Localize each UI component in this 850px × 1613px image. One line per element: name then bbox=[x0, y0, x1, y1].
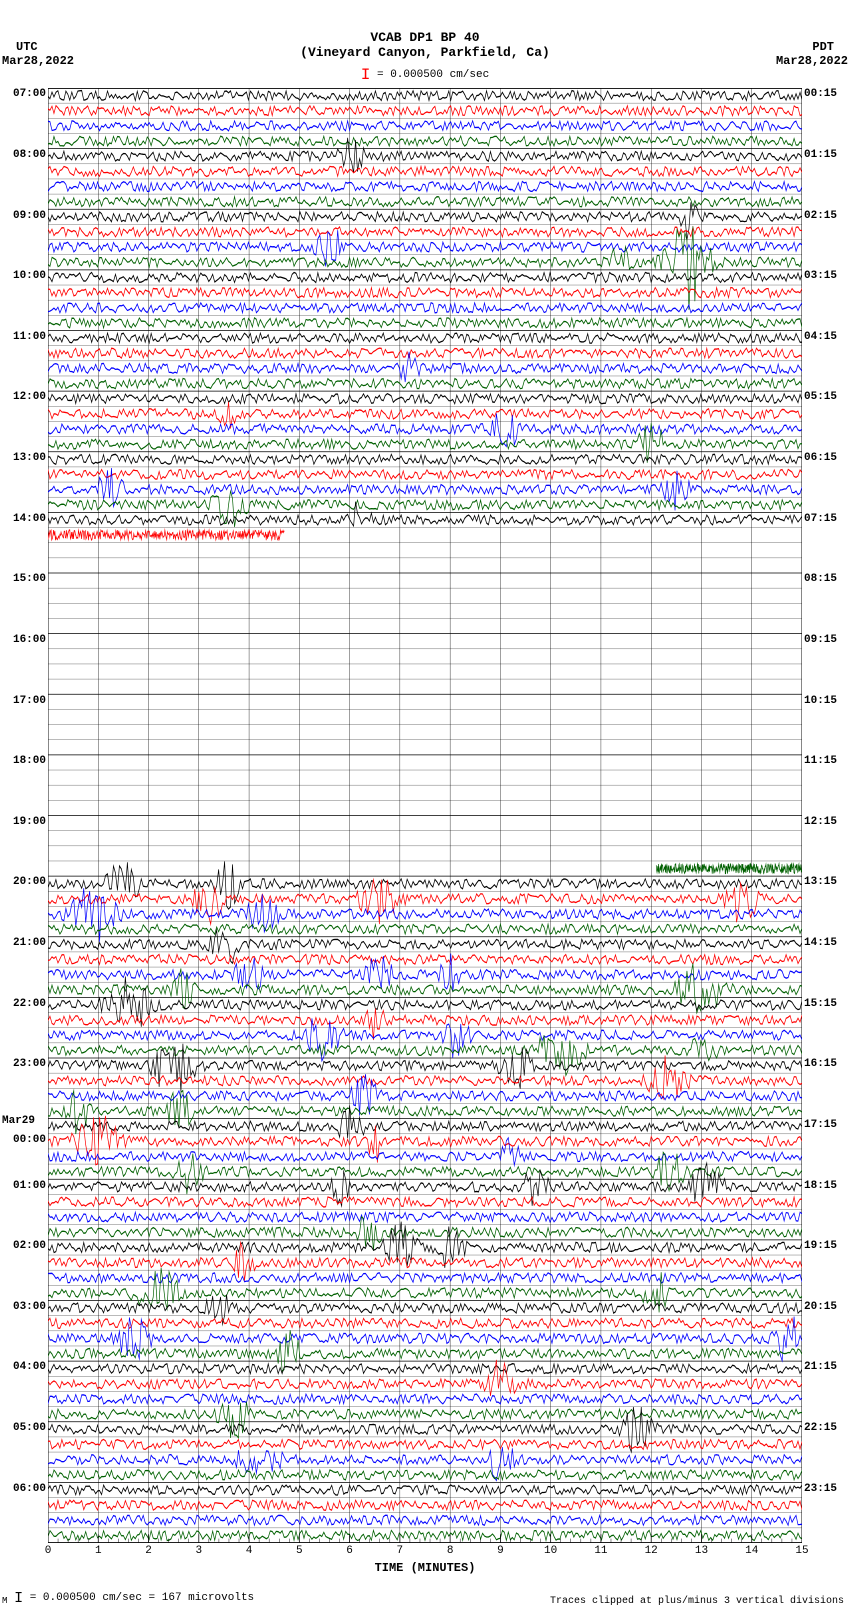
x-tick: 13 bbox=[695, 1545, 708, 1557]
time-label: 19:00 bbox=[0, 816, 46, 828]
x-tick: 14 bbox=[745, 1545, 758, 1557]
time-label: 16:00 bbox=[0, 634, 46, 646]
time-label: 17:15 bbox=[804, 1119, 850, 1131]
time-label: 12:15 bbox=[804, 816, 850, 828]
time-label: 22:00 bbox=[0, 998, 46, 1010]
time-label: 21:15 bbox=[804, 1361, 850, 1373]
time-label: 16:15 bbox=[804, 1058, 850, 1070]
time-label: 02:15 bbox=[804, 210, 850, 222]
time-label: 07:15 bbox=[804, 513, 850, 525]
scale-text: = 0.000500 cm/sec bbox=[370, 69, 489, 81]
time-label: 13:00 bbox=[0, 452, 46, 464]
time-label: 00:15 bbox=[804, 88, 850, 100]
time-label: 14:15 bbox=[804, 937, 850, 949]
x-axis-label: TIME (MINUTES) bbox=[48, 1561, 802, 1575]
time-label: 08:00 bbox=[0, 149, 46, 161]
left-time-labels: 07:00 08:00 09:00 10:00 11:00 12:00 13:00 14:00… bbox=[0, 88, 48, 1543]
seismogram-svg bbox=[48, 88, 802, 1543]
mid-date-label: Mar29 bbox=[2, 1115, 35, 1127]
time-label: 05:15 bbox=[804, 391, 850, 403]
time-label: 04:00 bbox=[0, 1361, 46, 1373]
header: VCAB DP1 BP 40 (Vineyard Canyon, Parkfie… bbox=[0, 0, 850, 85]
time-label: 01:00 bbox=[0, 1180, 46, 1192]
time-label: 20:00 bbox=[0, 876, 46, 888]
time-label: 04:15 bbox=[804, 331, 850, 343]
time-label: 08:15 bbox=[804, 573, 850, 585]
scale-indicator: I = 0.000500 cm/sec bbox=[0, 66, 850, 84]
time-label: 21:00 bbox=[0, 937, 46, 949]
time-label: 20:15 bbox=[804, 1301, 850, 1313]
scale-bar-icon: I bbox=[361, 66, 371, 84]
x-tick: 12 bbox=[645, 1545, 658, 1557]
x-tick: 3 bbox=[195, 1545, 202, 1557]
time-label: 06:15 bbox=[804, 452, 850, 464]
time-label: 18:00 bbox=[0, 755, 46, 767]
time-label: 09:15 bbox=[804, 634, 850, 646]
date-left: Mar28,2022 bbox=[2, 54, 74, 68]
footer-right: Traces clipped at plus/minus 3 vertical … bbox=[550, 1596, 844, 1607]
time-label: 11:15 bbox=[804, 755, 850, 767]
time-label: 06:00 bbox=[0, 1483, 46, 1495]
x-tick: 0 bbox=[45, 1545, 52, 1557]
x-tick: 8 bbox=[447, 1545, 454, 1557]
x-tick: 2 bbox=[145, 1545, 152, 1557]
tz-right: PDT bbox=[812, 40, 834, 54]
x-tick: 5 bbox=[296, 1545, 303, 1557]
time-label: 13:15 bbox=[804, 876, 850, 888]
right-time-labels: 00:15 01:15 02:15 03:15 04:15 05:15 06:15 07:15… bbox=[802, 88, 850, 1543]
time-label: 03:00 bbox=[0, 1301, 46, 1313]
x-tick: 6 bbox=[346, 1545, 353, 1557]
time-label: 03:15 bbox=[804, 270, 850, 282]
time-label: 07:00 bbox=[0, 88, 46, 100]
time-label: 01:15 bbox=[804, 149, 850, 161]
time-label: 02:00 bbox=[0, 1240, 46, 1252]
time-label: 10:00 bbox=[0, 270, 46, 282]
title-sub: (Vineyard Canyon, Parkfield, Ca) bbox=[0, 45, 850, 60]
footer-scale-icon: I bbox=[14, 1590, 23, 1607]
x-tick: 15 bbox=[795, 1545, 808, 1557]
footer-left: M I = 0.000500 cm/sec = 167 microvolts bbox=[2, 1590, 254, 1607]
tz-left: UTC bbox=[16, 40, 38, 54]
time-label: 18:15 bbox=[804, 1180, 850, 1192]
x-tick: 7 bbox=[397, 1545, 404, 1557]
time-label: 23:00 bbox=[0, 1058, 46, 1070]
time-label: 09:00 bbox=[0, 210, 46, 222]
time-label: 23:15 bbox=[804, 1483, 850, 1495]
time-label: 15:00 bbox=[0, 573, 46, 585]
time-label: 12:00 bbox=[0, 391, 46, 403]
date-right: Mar28,2022 bbox=[776, 54, 848, 68]
time-label: 17:00 bbox=[0, 695, 46, 707]
x-tick: 9 bbox=[497, 1545, 504, 1557]
time-label: 10:15 bbox=[804, 695, 850, 707]
time-label: 00:00 bbox=[0, 1134, 46, 1146]
x-tick: 11 bbox=[594, 1545, 607, 1557]
title-main: VCAB DP1 BP 40 bbox=[0, 30, 850, 45]
time-label: 19:15 bbox=[804, 1240, 850, 1252]
time-label: 11:00 bbox=[0, 331, 46, 343]
x-tick: 4 bbox=[246, 1545, 253, 1557]
time-label: 05:00 bbox=[0, 1422, 46, 1434]
time-label: 22:15 bbox=[804, 1422, 850, 1434]
x-ticks: 0123456789101112131415 bbox=[48, 1545, 802, 1559]
footer-left-text: = 0.000500 cm/sec = 167 microvolts bbox=[23, 1592, 254, 1604]
seismogram-plot bbox=[48, 88, 802, 1543]
x-tick: 1 bbox=[95, 1545, 102, 1557]
time-label: 15:15 bbox=[804, 998, 850, 1010]
time-label: 14:00 bbox=[0, 513, 46, 525]
x-tick: 10 bbox=[544, 1545, 557, 1557]
